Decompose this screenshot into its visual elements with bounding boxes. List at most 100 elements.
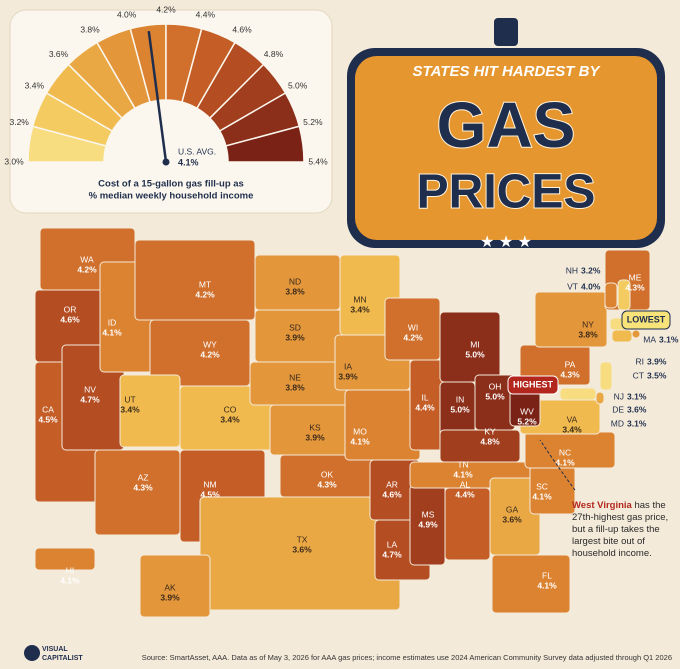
avg-label: U.S. AVG. [178,146,216,156]
state-value: 4.4% [455,489,475,499]
state-value: 4.5% [38,414,58,424]
state-value: 4.3% [133,482,153,492]
avg-value: 4.1% [178,157,199,167]
gauge-segment [224,125,305,163]
pump-icon [494,18,518,46]
title-kicker: STATES HIT HARDEST BY [413,63,602,80]
state-value: 3.9% [338,371,358,381]
state-code: MO [353,426,367,436]
state-code: MA [643,334,656,344]
logo: VISUAL [42,646,68,653]
state-code: CO [224,404,237,414]
title-line2: PRICES [417,166,596,219]
state-value: 4.6% [382,489,402,499]
state-code: OH [489,381,502,391]
state-value: 3.2% [581,265,601,275]
state-value: 4.1% [60,575,80,585]
state-code: PA [565,359,576,369]
needle [147,30,168,163]
state-code: AR [386,479,398,489]
gauge-tick-label: 3.6% [49,49,69,59]
state-code: ND [289,276,301,286]
state-code: NM [203,479,216,489]
title-line1: GAS [437,89,576,161]
state [617,279,631,311]
gauge-tick-label: 3.2% [9,117,29,127]
state-labels: WA4.2%OR4.6%CA4.5%NV4.7%ID4.1%MT4.2%WY4.… [38,254,679,602]
state-value: 5.2% [517,416,537,426]
state-value: 4.1% [555,457,575,467]
state-value: 5.0% [485,391,505,401]
state-code: NH [566,265,578,275]
state-value: 3.1% [659,334,679,344]
state-value: 4.3% [317,479,337,489]
gauge-tick-label: 4.4% [196,9,216,19]
state-value: 3.9% [285,332,305,342]
state-value: 3.6% [502,514,522,524]
logo-icon [24,645,40,661]
state-code: AK [164,582,176,592]
state-value: 4.3% [560,369,580,379]
state-code: FL [542,570,552,580]
note-text: has the 27th-highest gas price, but a fi… [572,500,669,559]
state-code: SC [536,481,548,491]
state-value: 4.7% [382,549,402,559]
callout-box [621,310,671,330]
gauge-tick-label: 3.4% [25,80,45,90]
state-code: MS [422,509,435,519]
gauge-tick-label: 4.6% [232,25,252,35]
needle-hub [162,158,170,166]
state-code: WA [80,254,94,264]
state-code: IL [421,392,428,402]
state-value: 3.6% [627,404,647,414]
state [604,282,618,309]
state-value: 4.8% [480,436,500,446]
state-value: 3.8% [578,329,598,339]
state-code: GA [506,504,519,514]
gauge-tick-label: 5.2% [303,117,323,127]
logo: CAPITALIST [42,655,83,662]
gauge-tick-label: 4.8% [264,49,284,59]
state-value: 4.0% [581,281,601,291]
state-value: 4.9% [418,519,438,529]
state [491,554,571,614]
gauge-caption: Cost of a 15-gallon gas fill-up as [98,179,244,190]
state-value: 3.9% [647,356,667,366]
state-code: WI [408,322,418,332]
gauge-tick-label: 4.0% [117,9,137,19]
state-code: NV [84,384,96,394]
state-value: 3.1% [627,391,647,401]
state-code: MI [470,339,479,349]
gauge-tick-label: 4.2% [156,4,176,14]
state-value: 3.8% [285,286,305,296]
state-code: NJ [614,391,624,401]
state-value: 4.4% [415,402,435,412]
state-value: 4.3% [625,282,645,292]
state-code: TN [457,459,468,469]
badge-fill [355,56,657,240]
state-code: MT [199,279,211,289]
state-value: 4.2% [195,289,215,299]
state-value: 3.4% [220,414,240,424]
state-code: VT [567,281,578,291]
state-code: MN [353,294,366,304]
note-highlight: West Virginia [572,500,632,511]
state-code: SD [289,322,301,332]
state-code: RI [636,356,645,366]
state-code: IN [456,394,465,404]
state [94,449,181,536]
callout-lowest: LOWEST [627,314,666,324]
state-code: DE [612,404,624,414]
state [34,547,96,571]
state-code: OK [321,469,334,479]
state-value: 4.1% [453,469,473,479]
state-code: NC [559,447,571,457]
gauge: 3.0% 3.2% 3.4% 3.6% 3.8% 4.0% 4.2% 4.4% 4.6% 4.8%… [4,4,328,201]
state-code: KS [309,422,321,432]
gauge-tick-label: 3.8% [80,25,100,35]
state-value: 3.9% [160,592,180,602]
state-value: 3.1% [627,418,647,428]
state-value: 3.4% [562,424,582,434]
note: West Virginia has the 27th-highest gas p… [572,500,672,560]
